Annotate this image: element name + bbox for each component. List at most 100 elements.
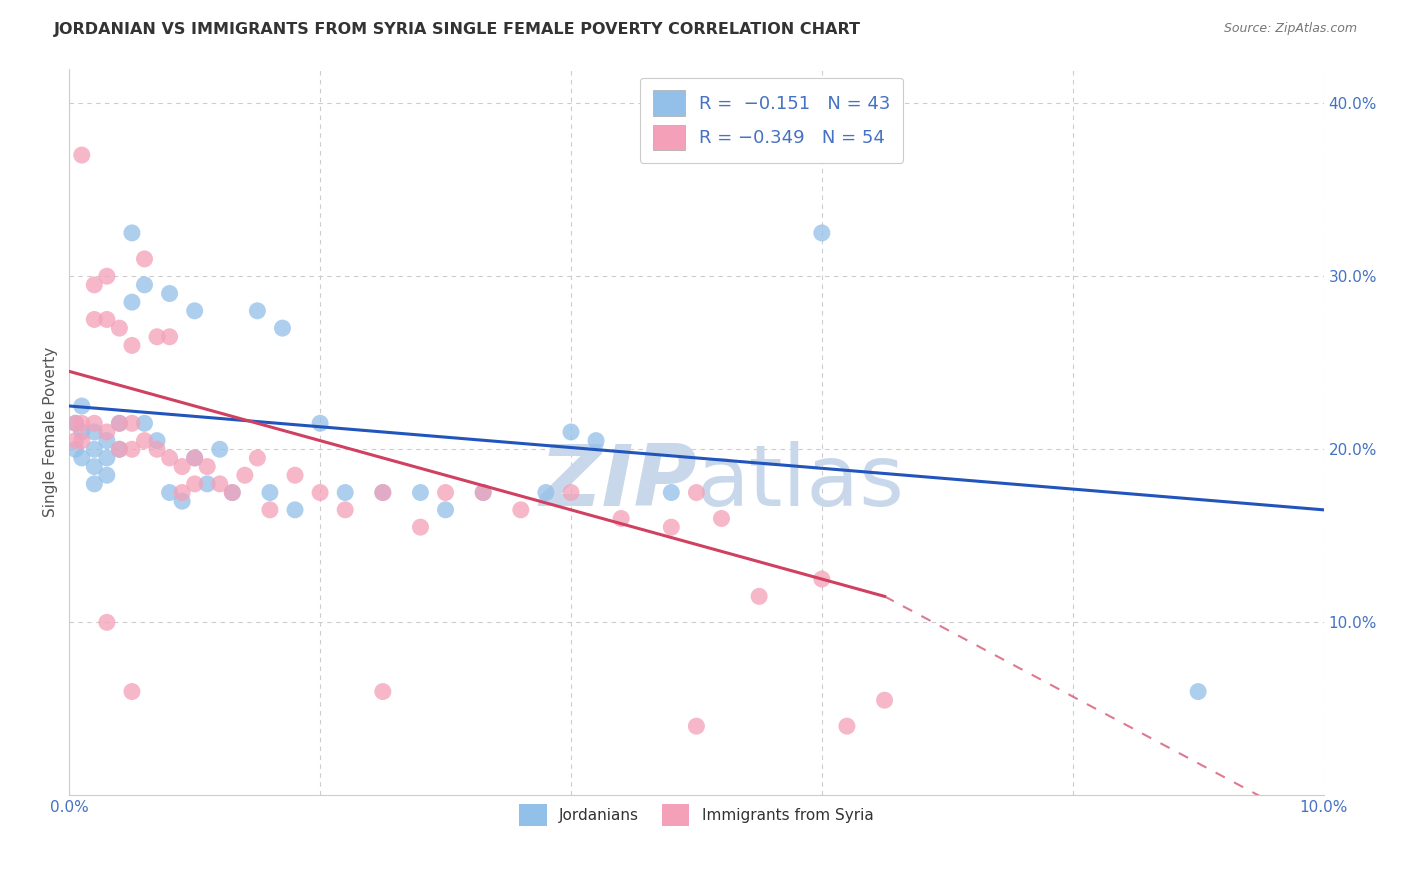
Point <box>159 450 181 465</box>
Point <box>172 485 194 500</box>
Point <box>108 321 131 335</box>
Point <box>710 511 733 525</box>
Point <box>221 485 243 500</box>
Point <box>748 590 770 604</box>
Point <box>409 520 432 534</box>
Point <box>335 485 357 500</box>
Point <box>509 503 531 517</box>
Point <box>835 719 858 733</box>
Point <box>183 450 205 465</box>
Point <box>134 277 156 292</box>
Point <box>284 503 307 517</box>
Text: Source: ZipAtlas.com: Source: ZipAtlas.com <box>1223 22 1357 36</box>
Point <box>70 417 93 431</box>
Point <box>159 330 181 344</box>
Point <box>96 615 118 630</box>
Point <box>271 321 294 335</box>
Point <box>195 459 218 474</box>
Point <box>83 312 105 326</box>
Point <box>246 450 269 465</box>
Point <box>434 503 457 517</box>
Point <box>434 485 457 500</box>
Point <box>172 459 194 474</box>
Point <box>146 330 169 344</box>
Point <box>96 468 118 483</box>
Point <box>409 485 432 500</box>
Point <box>70 450 93 465</box>
Point <box>96 425 118 439</box>
Point <box>83 277 105 292</box>
Point <box>70 148 93 162</box>
Point <box>96 312 118 326</box>
Point <box>472 485 495 500</box>
Point <box>108 442 131 457</box>
Point <box>65 434 87 448</box>
Point <box>610 511 633 525</box>
Point <box>70 399 93 413</box>
Text: ZIP: ZIP <box>538 442 696 524</box>
Point <box>96 434 118 448</box>
Point <box>811 226 834 240</box>
Point <box>65 442 87 457</box>
Text: JORDANIAN VS IMMIGRANTS FROM SYRIA SINGLE FEMALE POVERTY CORRELATION CHART: JORDANIAN VS IMMIGRANTS FROM SYRIA SINGL… <box>53 22 860 37</box>
Point <box>371 485 394 500</box>
Point <box>108 417 131 431</box>
Point <box>183 476 205 491</box>
Point <box>233 468 256 483</box>
Point <box>108 442 131 457</box>
Point <box>560 485 582 500</box>
Point <box>183 450 205 465</box>
Point <box>70 434 93 448</box>
Point <box>534 485 557 500</box>
Point <box>121 684 143 698</box>
Point <box>472 485 495 500</box>
Point <box>70 425 93 439</box>
Point <box>309 417 332 431</box>
Point <box>259 503 281 517</box>
Point <box>172 494 194 508</box>
Point <box>96 450 118 465</box>
Point <box>83 442 105 457</box>
Point <box>335 503 357 517</box>
Point <box>659 485 682 500</box>
Point <box>146 442 169 457</box>
Point <box>83 476 105 491</box>
Point <box>284 468 307 483</box>
Point <box>65 417 87 431</box>
Point <box>811 572 834 586</box>
Legend: Jordanians, Immigrants from Syria: Jordanians, Immigrants from Syria <box>510 795 883 835</box>
Point <box>96 269 118 284</box>
Point <box>560 425 582 439</box>
Point <box>195 476 218 491</box>
Point <box>121 417 143 431</box>
Point <box>121 338 143 352</box>
Point <box>183 303 205 318</box>
Point <box>134 252 156 266</box>
Point <box>121 442 143 457</box>
Point <box>134 417 156 431</box>
Point <box>146 434 169 448</box>
Point <box>121 295 143 310</box>
Point <box>134 434 156 448</box>
Point <box>83 417 105 431</box>
Point <box>221 485 243 500</box>
Point <box>1187 684 1209 698</box>
Point <box>371 684 394 698</box>
Point <box>873 693 896 707</box>
Point <box>259 485 281 500</box>
Y-axis label: Single Female Poverty: Single Female Poverty <box>44 347 58 517</box>
Point <box>83 425 105 439</box>
Point <box>659 520 682 534</box>
Point <box>371 485 394 500</box>
Point <box>309 485 332 500</box>
Point <box>246 303 269 318</box>
Point <box>108 417 131 431</box>
Point <box>208 442 231 457</box>
Text: atlas: atlas <box>696 442 904 524</box>
Point <box>65 417 87 431</box>
Point <box>159 485 181 500</box>
Point <box>685 719 707 733</box>
Point <box>685 485 707 500</box>
Point <box>121 226 143 240</box>
Point <box>159 286 181 301</box>
